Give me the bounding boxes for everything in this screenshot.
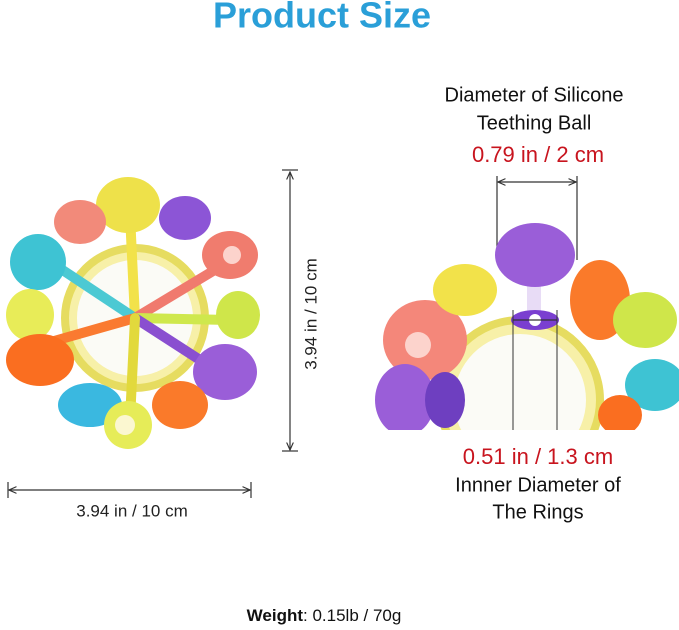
- title: Product Size: [213, 0, 431, 36]
- ball-label: Diameter of Silicone: [445, 84, 624, 106]
- height-label: 3.94 in / 10 cm: [301, 258, 320, 370]
- ring-size: 0.51 in / 1.3 cm: [463, 444, 613, 469]
- ball-label: Teething Ball: [477, 112, 592, 134]
- ring-label: The Rings: [492, 501, 583, 523]
- ball-size: 0.79 in / 2 cm: [472, 142, 604, 167]
- weight-value: : 0.15lb / 70g: [303, 606, 401, 625]
- toy-left: [6, 177, 260, 449]
- ring-label: Innner Diameter of: [455, 474, 621, 496]
- weight: Weight: 0.15lb / 70g: [247, 606, 402, 625]
- weight-label: Weight: [247, 606, 304, 625]
- width-label: 3.94 in / 10 cm: [76, 501, 188, 520]
- toy-right: [375, 223, 679, 430]
